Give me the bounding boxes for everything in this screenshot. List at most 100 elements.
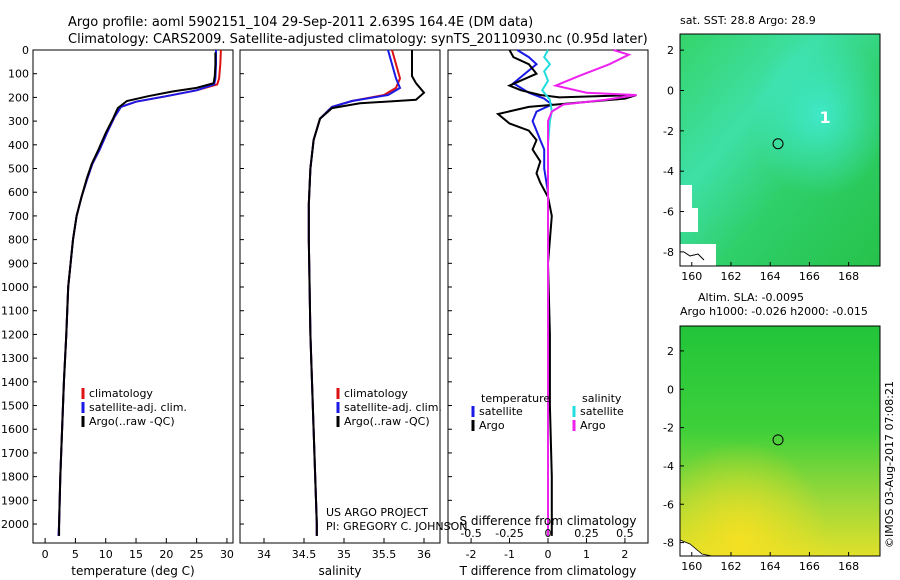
y-tick-label: 200 [8,91,29,104]
sst-map-title: sat. SST: 28.8 Argo: 28.9 [680,14,816,27]
y-tick-label: 1700 [1,447,29,460]
legend-label: Argo [479,419,505,432]
x-tick-label: 162 [720,560,741,573]
x-axis-label: salinity [318,564,361,578]
y-tick-label: 100 [8,68,29,81]
y-tick-label: -4 [663,165,674,178]
imos-credit: ©IMOS 03-Aug-2017 07:08:21 [883,381,896,548]
sst-missing-data-patch [680,185,698,232]
y-tick-label: 1600 [1,423,29,436]
legend-label: climatology [89,387,153,400]
y-tick-label: 2 [667,44,674,57]
sla-map-axes: 160 162 164 166 168 2 0 -2 -4 -6 -8 [663,325,881,573]
y-tick-label: 1200 [1,328,29,341]
legend-label: satellite-adj. clim. [344,401,442,414]
plot-frame [32,49,234,544]
legend-label: satellite [580,405,624,418]
y-tick-label: 700 [8,210,29,223]
x-tick-label: -2 [466,548,477,561]
series-line [57,50,217,536]
x-tick-label: 35.5 [372,548,397,561]
y-tick-label: 0 [667,84,674,97]
legend-label: Argo(..raw -QC) [89,415,175,428]
x-tick-label: 168 [838,270,859,283]
x-tick-label: 166 [799,560,820,573]
y-tick-label: 900 [8,257,29,270]
y-tick-label: -4 [663,460,674,473]
y-tick-label: 800 [8,234,29,247]
x-tick-label: 5 [72,548,79,561]
x-tick-label: 2 [621,548,628,561]
y-tick-label: 1100 [1,305,29,318]
y-tick-label: 1400 [1,376,29,389]
legend-title: salinity [582,392,622,405]
sst-missing-data-patch [680,244,716,266]
y-tick-label: -2 [663,125,674,138]
series-line [58,52,217,536]
x-axis-label: temperature (deg C) [71,564,194,578]
y-tick-label: 1300 [1,352,29,365]
pi-credit: PI: GREGORY C. JOHNSON [326,520,467,533]
legend-label: climatology [344,387,408,400]
series-line [57,49,222,536]
sst-warm-pool-shading [680,34,880,266]
sla-map-title: Altim. SLA: -0.0095 [698,291,804,304]
s-tick-label: -0.5 [460,527,481,540]
legend-label: Argo [580,419,606,432]
y-tick-label: 0 [22,44,29,57]
map-frame [679,33,881,267]
x-tick-label: 36 [417,548,431,561]
x-tick-label: 162 [720,270,741,283]
x-tick-label: 166 [799,270,820,283]
series-line [495,49,637,536]
x-tick-label: -1 [504,548,515,561]
x-tick-label: 35 [337,548,351,561]
y-tick-label: 1000 [1,281,29,294]
x-tick-label: 160 [681,560,702,573]
y-tick-label: -2 [663,422,674,435]
y-tick-label: -8 [663,537,674,550]
x-tick-label: 168 [838,560,859,573]
y-tick-label: 1800 [1,471,29,484]
x-tick-label: 0 [545,548,552,561]
series-line [307,49,402,536]
map-annotation: 1 [820,108,831,127]
y-tick-label: 1500 [1,400,29,413]
x-tick-label: 30 [220,548,234,561]
sla-high-anomaly-shading [680,326,880,556]
x-tick-label: 20 [159,548,173,561]
s-tick-label: 0 [545,527,552,540]
s-tick-label: -0.25 [495,527,523,540]
series-line [307,50,426,536]
x-tick-label: 34.5 [292,548,317,561]
x-tick-label: 164 [760,270,781,283]
salinity-profile-panel: 34 34.5 35 35.5 36 salinity climatologysatelli… [239,49,442,578]
y-tick-label: 2 [667,345,674,358]
x-tick-label: 1 [583,548,590,561]
x-tick-label: 10 [99,548,113,561]
legend-title: temperature [481,392,550,405]
s-tick-label: 0.5 [616,527,634,540]
y-tick-label: 300 [8,115,29,128]
series-line [547,49,637,536]
profile-location-marker [772,138,784,150]
y-tick-label: 1900 [1,494,29,507]
difference-profile-panel: -2 -1 0 1 2 T difference from climatology temp… [447,49,649,578]
s-tick-label: 0.25 [574,527,599,540]
temperature-profile-panel: 0 5 10 15 20 25 300100200300400500600700800900… [1,44,234,578]
x-tick-label: 25 [190,548,204,561]
sla-map-subtitle: Argo h1000: -0.026 h2000: -0.015 [680,305,868,318]
y-tick-label: 400 [8,139,29,152]
series-line [307,49,402,536]
s-axis-label: S difference from climatology [460,514,637,528]
series-line [511,49,554,536]
sst-map-axes: 160 162 164 166 168 2 0 -2 -4 -6 -8 1 [663,33,881,283]
y-tick-label: -8 [663,246,674,259]
x-tick-label: 164 [760,560,781,573]
map-frame [679,325,881,557]
legend-label: satellite-adj. clim. [89,401,187,414]
figure-title-line1: Argo profile: aoml 5902151_104 29-Sep-20… [68,15,533,30]
y-tick-label: -6 [663,206,674,219]
legend-label: Argo(..raw -QC) [344,415,430,428]
